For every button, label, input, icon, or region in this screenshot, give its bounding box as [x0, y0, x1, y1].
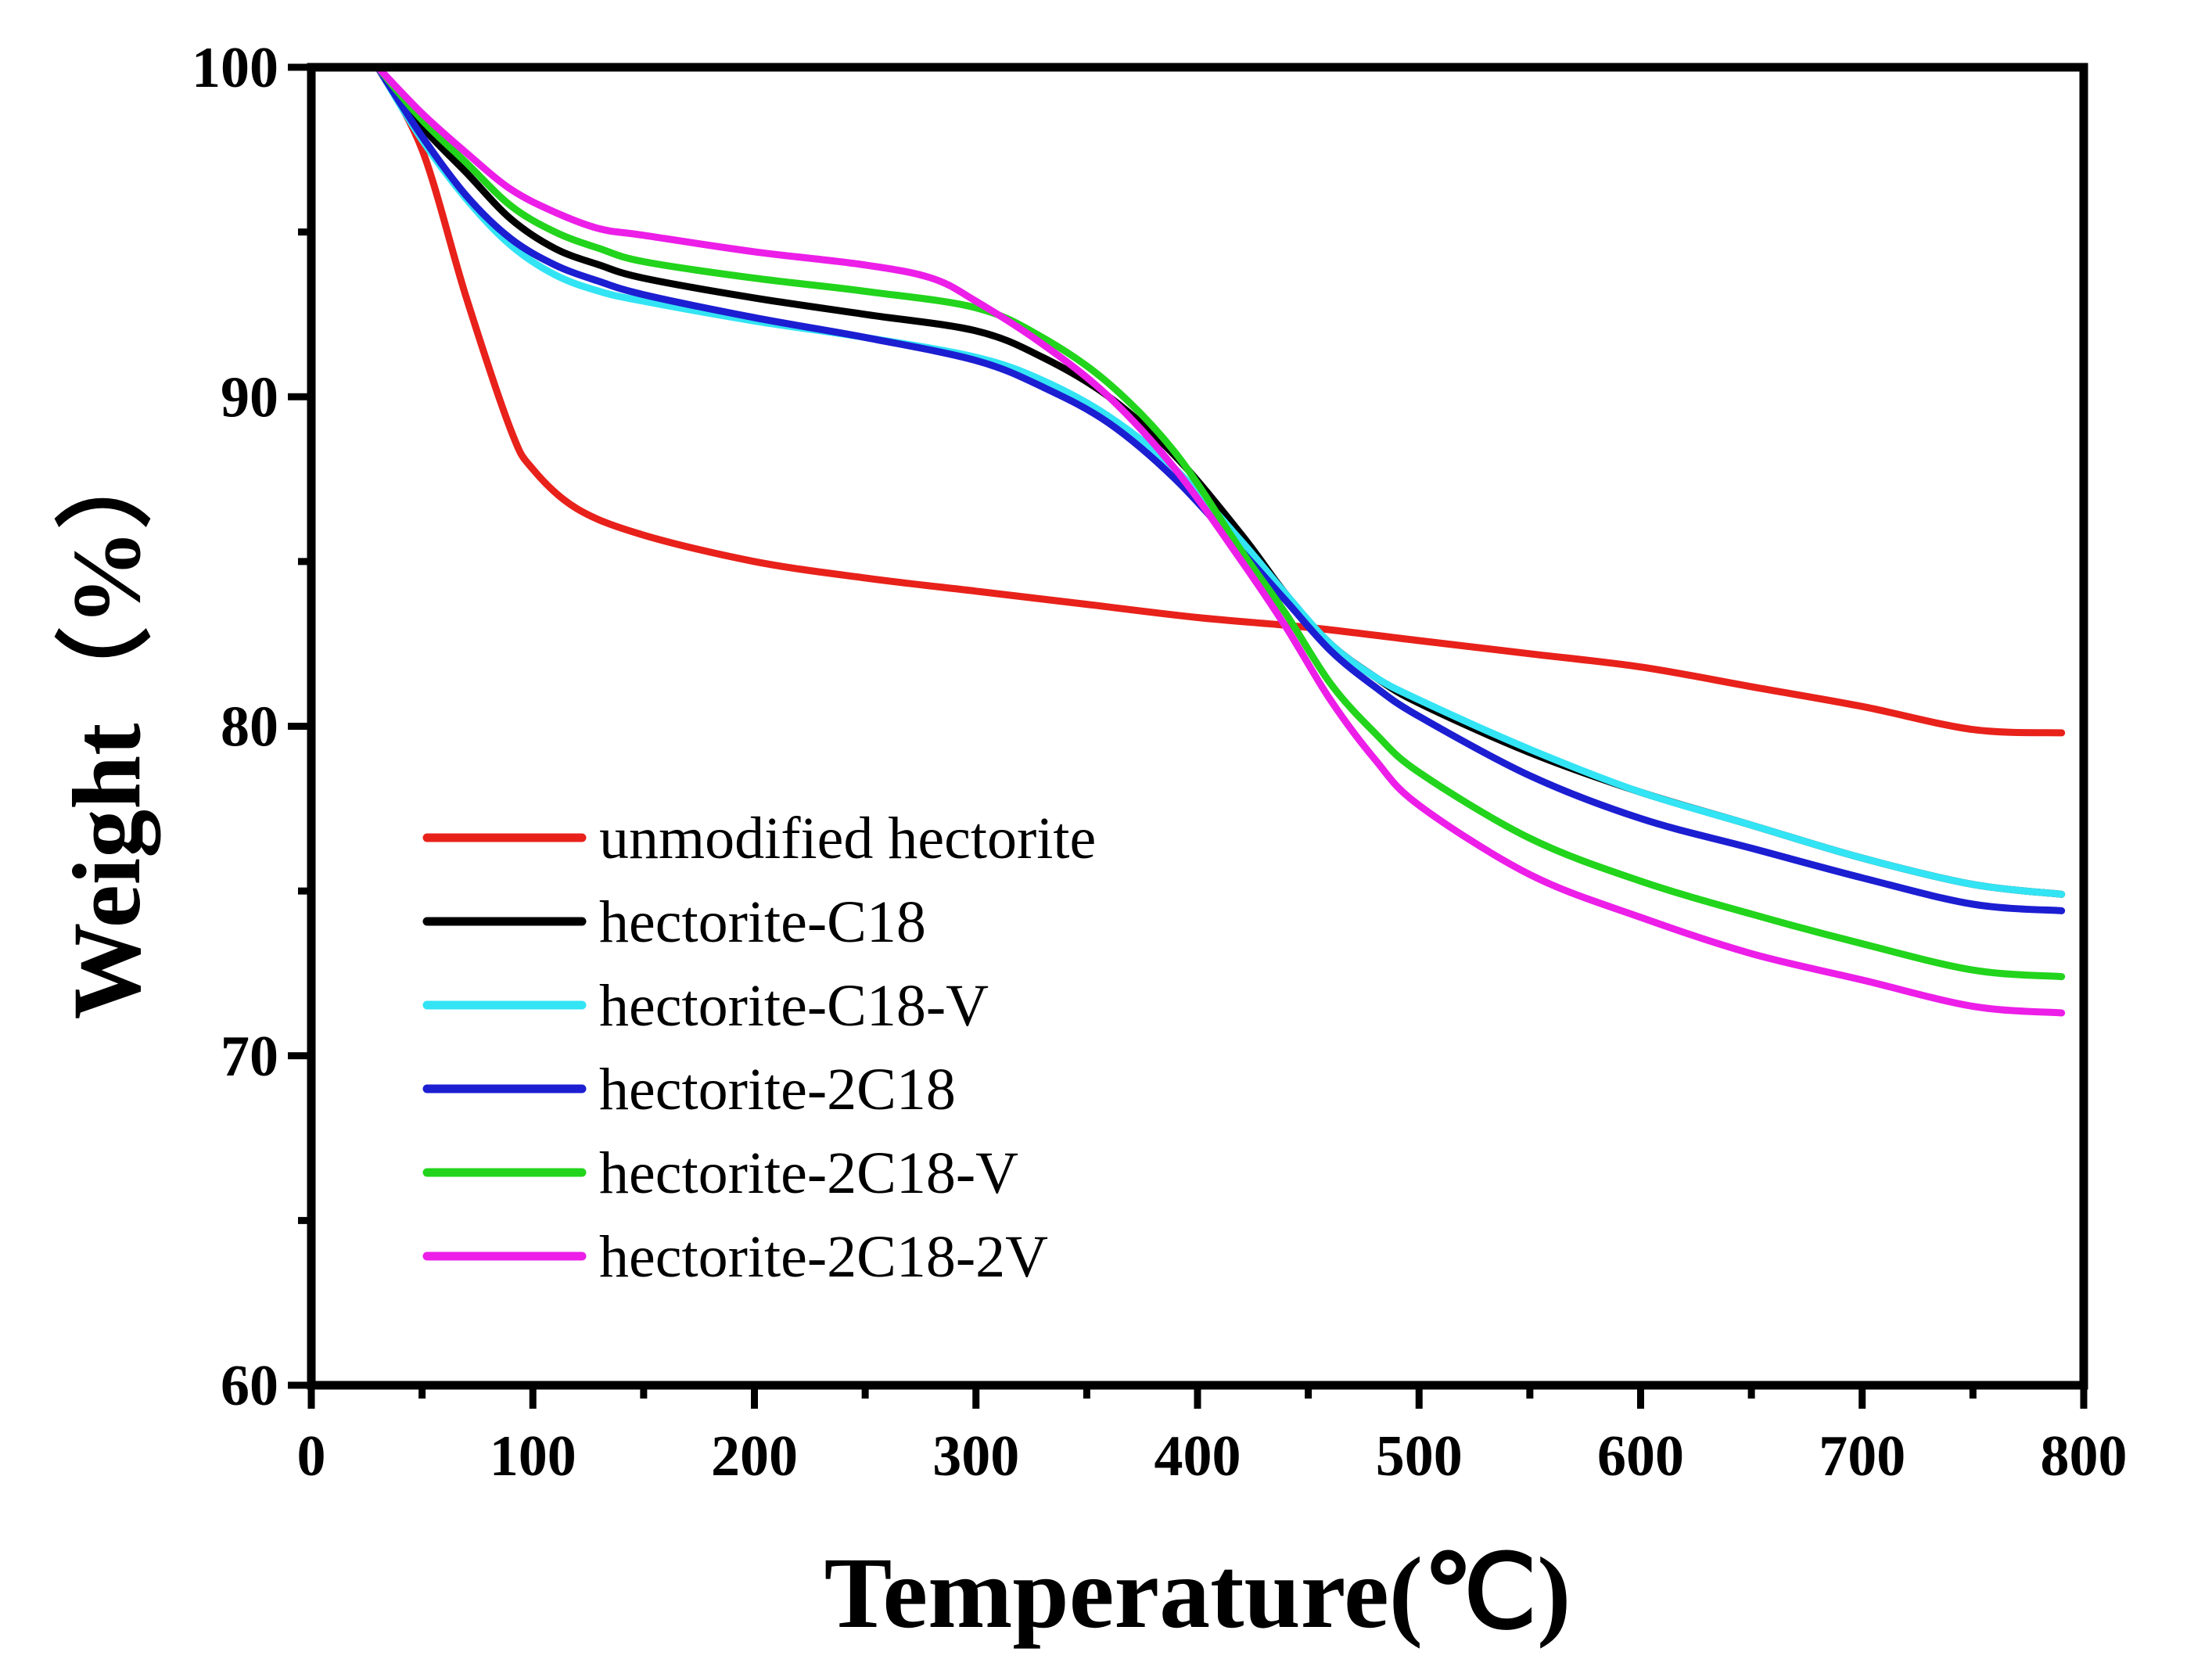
- axis-ticks: [288, 63, 2088, 1409]
- x-tick-label: 300: [932, 1424, 1019, 1488]
- series-line-0: [374, 63, 2066, 737]
- legend-label: unmodified hectorite: [599, 806, 1096, 871]
- x-tick-label: 100: [490, 1424, 576, 1488]
- x-tick-label: 700: [1819, 1424, 1905, 1488]
- x-tick-label: 600: [1597, 1424, 1684, 1488]
- legend-label: hectorite-2C18-2V: [599, 1224, 1048, 1290]
- x-tick-label: 500: [1376, 1424, 1463, 1488]
- y-tick-label: 70: [221, 1025, 278, 1089]
- y-tick-label: 90: [221, 365, 278, 429]
- y-axis-title: Weight（%）: [53, 433, 161, 1020]
- series-line-5: [374, 63, 2066, 1017]
- legend-label: hectorite-C18: [599, 889, 926, 955]
- y-tick-label: 80: [221, 695, 278, 759]
- legend: unmodified hectorite hectorite-C18 hectori…: [422, 806, 1096, 1290]
- axis-tick-labels: 0 100 200 300 400 500 600 700 800 60 70 80 90 100: [192, 36, 2128, 1488]
- legend-label: hectorite-2C18: [599, 1057, 956, 1122]
- legend-label: hectorite-C18-V: [599, 973, 989, 1039]
- x-tick-label: 800: [2041, 1424, 2128, 1488]
- plot-lines: [374, 63, 2066, 1017]
- y-tick-label: 100: [192, 36, 278, 100]
- series-line-4: [374, 63, 2066, 981]
- x-tick-label: 400: [1154, 1424, 1241, 1488]
- x-tick-label: 200: [711, 1424, 798, 1488]
- legend-label: hectorite-2C18-V: [599, 1140, 1018, 1206]
- series-line-3: [374, 63, 2066, 914]
- y-tick-label: 60: [221, 1354, 278, 1418]
- x-tick-label: 0: [297, 1424, 326, 1488]
- x-axis-title: Temperature(℃): [824, 1537, 1571, 1650]
